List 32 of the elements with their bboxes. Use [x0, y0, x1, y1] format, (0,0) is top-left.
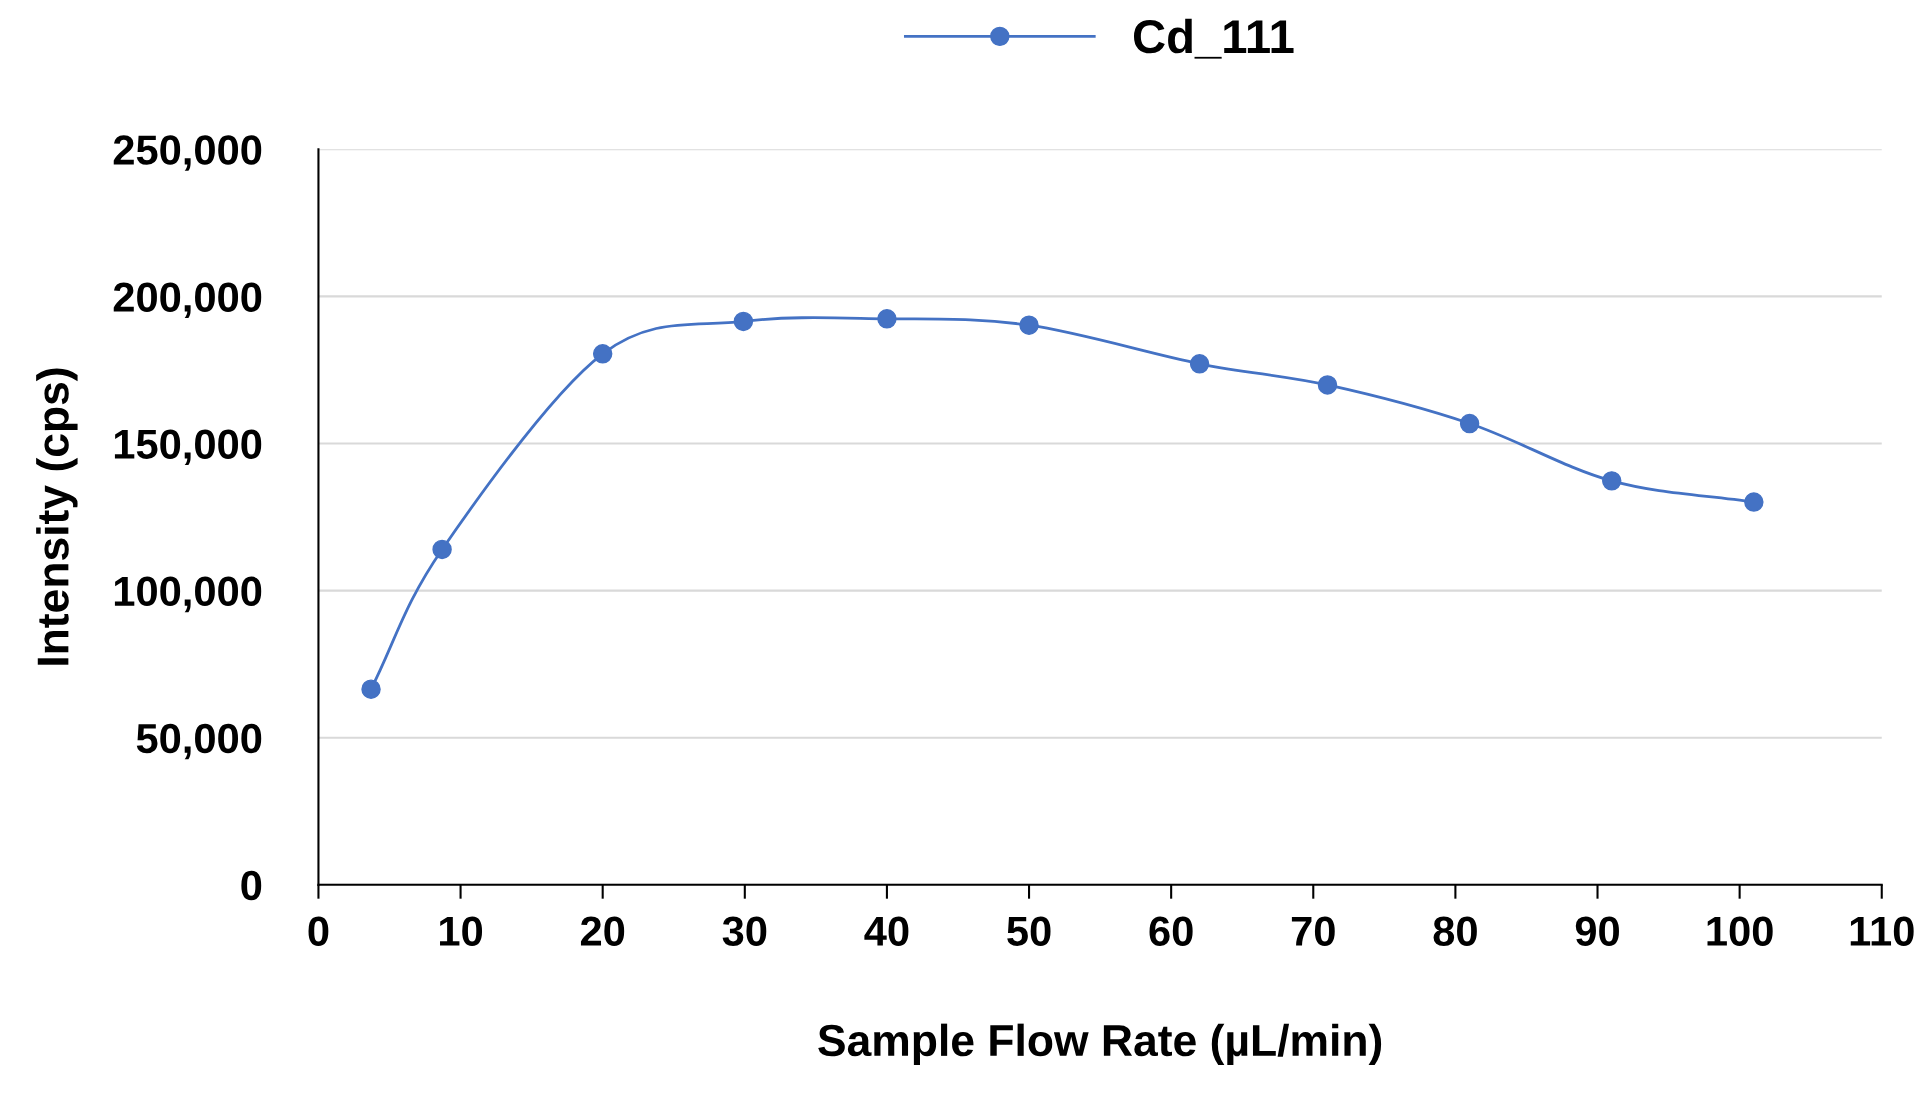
point [733, 311, 754, 332]
point [1744, 492, 1764, 512]
x-tick-label: 30 [722, 916, 767, 947]
x-tick-label: 80 [1433, 916, 1477, 946]
y-tick-label: 0 [241, 870, 262, 901]
x-tick-label: 20 [580, 916, 625, 946]
point [1317, 375, 1338, 395]
x-tick-label: 0 [308, 916, 329, 946]
point [1189, 354, 1210, 374]
y-tick-label: 200,000 [113, 282, 262, 318]
point [1459, 413, 1480, 434]
x-tick-label: 110 [1850, 916, 1914, 946]
point [592, 344, 613, 364]
x-tick-label: 10 [440, 916, 483, 946]
point [1601, 471, 1622, 491]
y-tick-label: 150,000 [114, 429, 262, 466]
legend-label: Cd_111 [1133, 18, 1294, 59]
point [432, 539, 452, 560]
x-tick-label: 90 [1575, 916, 1619, 946]
point [361, 679, 381, 699]
y-tick-label: 50,000 [136, 723, 262, 760]
x-tick-label: 50 [1007, 916, 1051, 946]
y-tick-label: 250,000 [113, 135, 262, 171]
x-tick-label: 70 [1291, 916, 1335, 946]
x-axis-title: Sample Flow Rate (µL/min) [818, 1023, 1382, 1066]
y-axis-title: Intensity (cps) [36, 368, 78, 665]
x-tick-label: 100 [1707, 916, 1773, 946]
point [1019, 315, 1039, 335]
x-tick-label: 60 [1149, 916, 1193, 946]
point [877, 309, 897, 329]
y-tick-label: 100,000 [114, 576, 262, 613]
x-tick-label: 40 [864, 916, 909, 946]
